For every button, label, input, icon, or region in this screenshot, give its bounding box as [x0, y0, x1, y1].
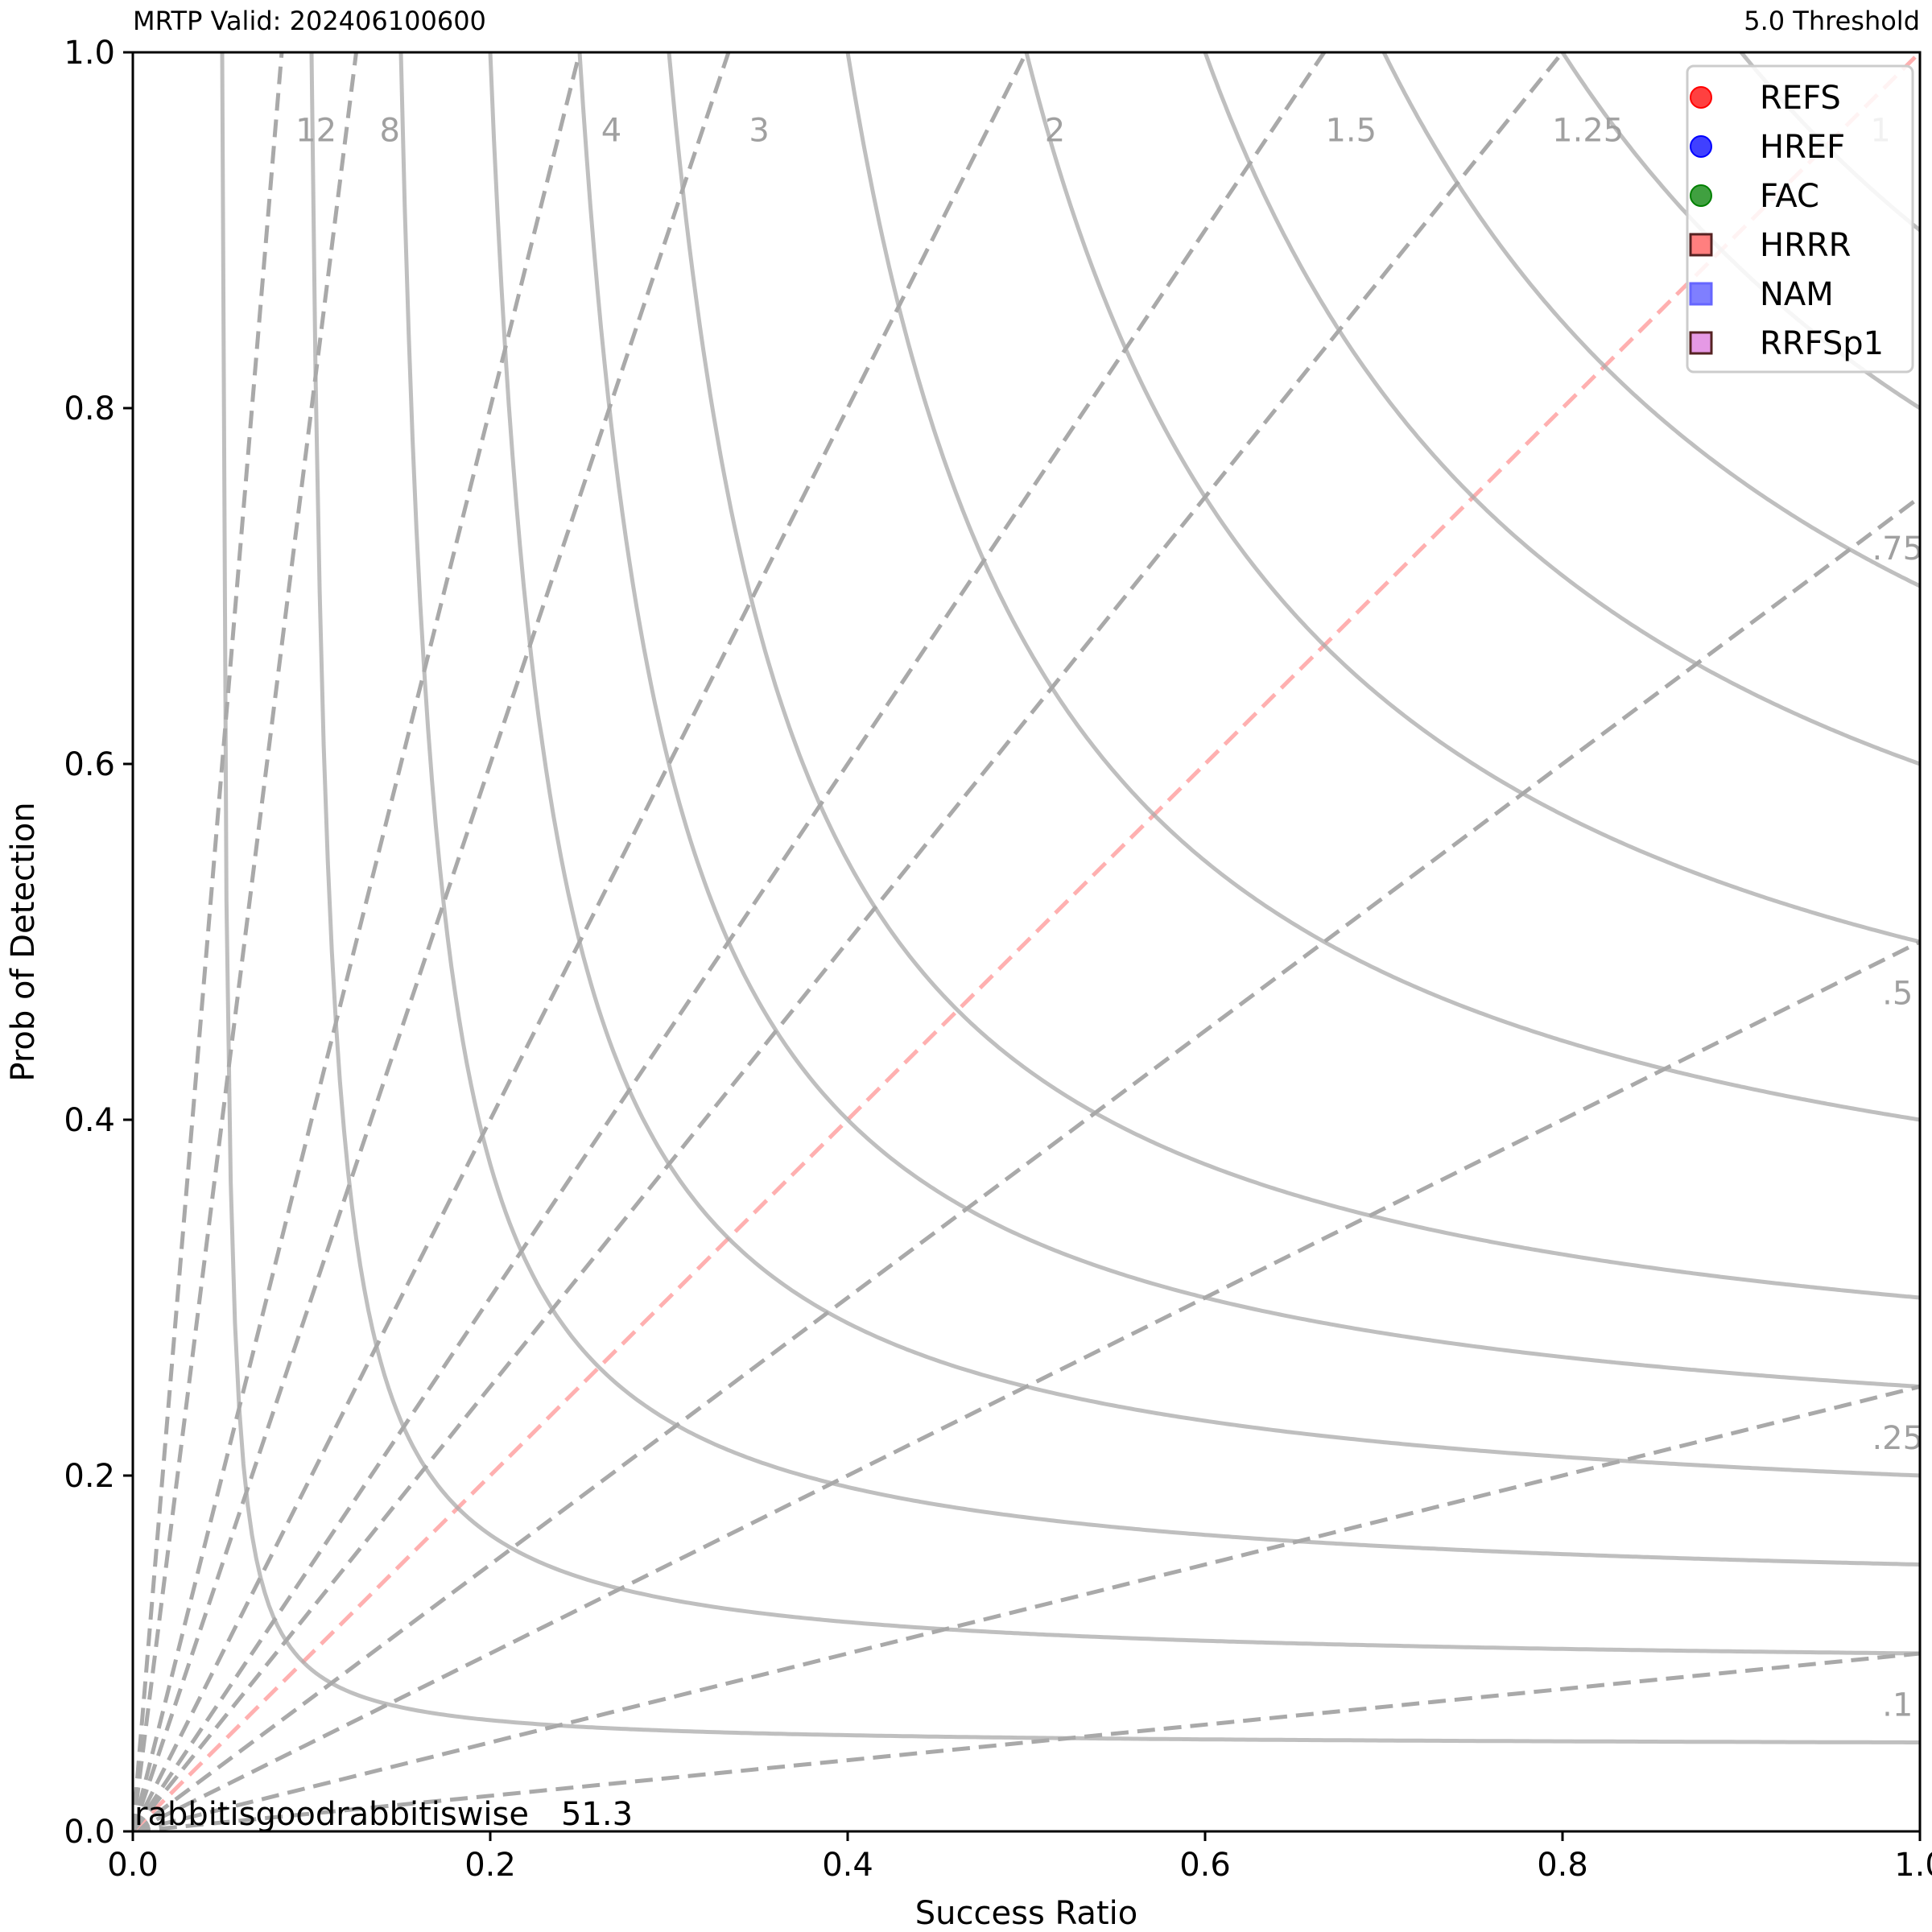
legend-item-rrfsp1: RRFSp1 [1689, 325, 1884, 362]
legend-item-refs: REFS [1690, 80, 1841, 117]
bias-label-p75: .75 [1872, 530, 1923, 568]
y-axis-label: Prob of Detection [5, 802, 42, 1081]
bias-label-p5: .5 [1882, 975, 1913, 1012]
csi-contour-0p25 [577, 52, 1920, 1389]
legend-marker-square [1689, 331, 1713, 355]
legend-label: REFS [1760, 80, 1841, 117]
bias-line-1p5 [133, 52, 1327, 1831]
legend-marker-square [1689, 233, 1713, 257]
bias-label-12: 12 [295, 112, 336, 149]
legend-label: FAC [1760, 178, 1819, 215]
legend-item-hrrr: HRRR [1689, 227, 1851, 264]
csi-contour-0p1 [309, 52, 1920, 1656]
legend-marker-circle [1690, 184, 1712, 207]
y-tick-label: 0.4 [64, 1102, 115, 1139]
legend-marker-circle [1690, 86, 1712, 109]
bias-label-p1: .1 [1882, 1686, 1913, 1724]
chart-title-left: MRTP Valid: 202406100600 [133, 6, 486, 36]
y-tick-label: 0.6 [64, 746, 115, 783]
chart-title-right: 5.0 Threshold [1744, 6, 1920, 36]
x-tick-label: 0.2 [464, 1847, 516, 1884]
legend-label: HREF [1760, 129, 1845, 166]
bias-line-2 [133, 52, 1029, 1831]
csi-contour-0p6 [1203, 52, 1920, 766]
csi-contour-0p4 [845, 52, 1920, 1122]
legend-label: HRRR [1760, 227, 1851, 264]
bias-line-4 [133, 52, 582, 1831]
csi-contours [220, 52, 1920, 1744]
bias-label-1p25: 1.25 [1552, 112, 1624, 149]
bias-line-3 [133, 52, 731, 1831]
run-annotation: rabbitisgoodrabbitiswise__51.3 [134, 1796, 633, 1833]
bias-line-p5 [133, 939, 1920, 1831]
y-axis: 0.0 0.2 0.4 0.6 0.8 1.0 [64, 35, 133, 1851]
bias-line-1 [133, 52, 1920, 1831]
x-tick-label: 0.6 [1179, 1847, 1231, 1884]
bias-line-p25 [133, 1384, 1920, 1831]
legend-item-href: HREF [1690, 129, 1845, 166]
bias-label-4: 4 [601, 112, 621, 149]
y-tick-label: 0.2 [64, 1458, 115, 1495]
legend-marker-circle [1690, 135, 1712, 158]
legend-item-fac: FAC [1690, 178, 1819, 215]
x-tick-label: 0.4 [822, 1847, 873, 1884]
legend-frame [1686, 64, 1914, 374]
bias-lines [133, 52, 1920, 1831]
plot-frame [131, 51, 1922, 1833]
csi-contour-0p7 [1381, 52, 1920, 588]
x-tick-label: 0.8 [1537, 1847, 1588, 1884]
csi-contour-0p5 [1024, 52, 1920, 944]
legend-marker-square [1689, 282, 1713, 306]
x-axis: 0.0 0.2 0.4 0.6 0.8 1.0 [107, 1831, 1932, 1884]
x-tick-label: 0.0 [107, 1847, 159, 1884]
x-axis-label: Success Ratio [915, 1895, 1137, 1932]
bias-label-3: 3 [749, 112, 769, 149]
csi-contour-0p3 [667, 52, 1920, 1300]
y-tick-label: 0.8 [64, 390, 115, 427]
bias-label-2: 2 [1045, 112, 1065, 149]
bias-label-8: 8 [380, 112, 400, 149]
bias-line-p75 [133, 494, 1920, 1831]
y-tick-label: 0.0 [64, 1814, 115, 1851]
y-tick-label: 1.0 [64, 35, 115, 72]
bias-label-1p5: 1.5 [1325, 112, 1377, 149]
legend-label: RRFSp1 [1760, 325, 1884, 362]
bias-line-1p25 [133, 52, 1566, 1831]
bias-label-p25: .25 [1872, 1420, 1923, 1457]
bias-line-p1 [133, 1651, 1920, 1831]
plot-area [133, 52, 1920, 1831]
legend-item-nam: NAM [1689, 276, 1834, 313]
csi-contour-0p2 [488, 52, 1920, 1478]
legend: REFS HREF FAC HRRR NAM RRFSp1 [1686, 64, 1914, 374]
legend-label: NAM [1760, 276, 1834, 313]
x-tick-label: 1.0 [1894, 1847, 1932, 1884]
csi-contour-0p05 [220, 52, 1920, 1744]
csi-contour-0p15 [398, 52, 1920, 1567]
